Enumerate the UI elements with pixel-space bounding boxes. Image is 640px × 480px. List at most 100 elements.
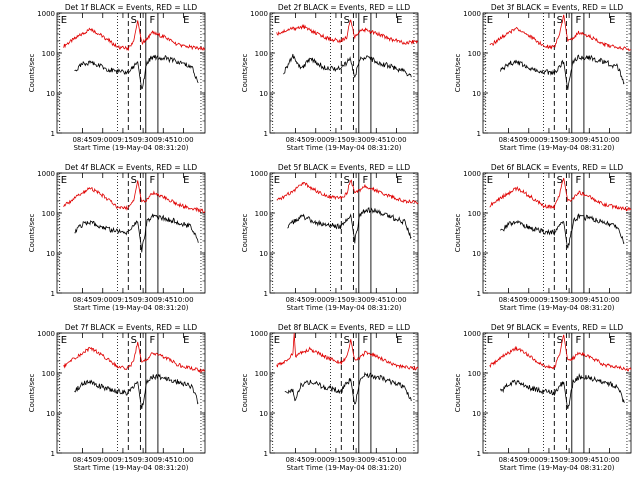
panel-2: Det 2f BLACK = Events, RED = LLD 1 10 100 10… [241,3,419,152]
series-line-events [500,54,625,90]
y-tick-label: 1000 [463,330,481,338]
x-tick-label: 09:15 [113,136,133,144]
plot-frame [56,172,206,294]
x-tick-label: 09:30 [133,456,153,464]
x-axis-label: Start Time (19-May-04 08:31:20) [286,304,401,312]
panel-4: Det 4f BLACK = Events, RED = LLD 1 10 100 10… [28,163,206,312]
x-axis-label: Start Time (19-May-04 08:31:20) [286,144,401,152]
series-line-events [74,213,199,253]
y-tick-label: 1 [264,130,268,138]
x-tick-label: 09:30 [346,456,366,464]
interval-letter: E [609,15,615,26]
y-axis-label: Counts/sec [454,54,462,93]
x-tick-label: 09:00 [93,296,113,304]
interval-letter: E [183,335,189,346]
x-tick-label: 10:00 [386,296,406,304]
panel-title: Det 8f BLACK = Events, RED = LLD [278,323,411,332]
series-line-lld [63,20,206,52]
panel-title: Det 3f BLACK = Events, RED = LLD [491,3,624,12]
interval-letter: E [396,15,402,26]
panel-7: Det 7f BLACK = Events, RED = LLD 1 10 100 10… [28,323,206,472]
series-line-events [74,54,199,90]
interval-letter: F [362,335,368,346]
x-tick-label: 09:15 [539,456,559,464]
x-tick-label: 08:45 [285,296,305,304]
series-line-lld [63,180,206,214]
interval-letter: S [131,175,137,186]
plot-frame [482,12,632,134]
x-tick-label: 09:15 [539,136,559,144]
y-tick-label: 1 [477,130,481,138]
x-tick-label: 10:00 [173,136,193,144]
x-axis-label: Start Time (19-May-04 08:31:20) [73,464,188,472]
series-line-lld [276,332,419,371]
y-tick-label: 10 [472,250,481,258]
x-tick-label: 09:15 [326,296,346,304]
x-tick-label: 09:00 [519,456,539,464]
interval-letter: F [149,175,155,186]
interval-letter: E [61,335,67,346]
x-tick-label: 08:45 [498,296,518,304]
y-axis-label: Counts/sec [241,374,249,413]
plot-frame [269,172,419,294]
y-tick-label: 100 [468,210,481,218]
y-axis-label: Counts/sec [241,214,249,253]
y-tick-label: 1000 [250,330,268,338]
series-line-lld [276,179,419,205]
interval-letter: E [274,15,280,26]
x-tick-label: 09:45 [366,136,386,144]
interval-letter: F [362,175,368,186]
panel-8: Det 8f BLACK = Events, RED = LLD 1 10 100 10… [241,323,419,472]
y-axis-label: Counts/sec [454,374,462,413]
x-tick-label: 10:00 [173,456,193,464]
interval-letter: F [575,335,581,346]
x-tick-label: 09:45 [153,456,173,464]
panel-title: Det 6f BLACK = Events, RED = LLD [491,163,624,172]
y-tick-label: 1000 [250,10,268,18]
x-tick-label: 08:45 [72,296,92,304]
plot-frame [482,172,632,294]
y-axis-label: Counts/sec [454,214,462,253]
x-tick-label: 10:00 [599,296,619,304]
interval-letter: F [575,175,581,186]
y-tick-label: 100 [255,210,268,218]
interval-letter: E [609,335,615,346]
x-tick-label: 09:00 [306,296,326,304]
panel-3: Det 3f BLACK = Events, RED = LLD 1 10 100 10… [454,3,632,152]
y-tick-label: 100 [468,50,481,58]
x-tick-label: 09:15 [539,296,559,304]
x-tick-label: 09:45 [366,456,386,464]
y-axis-label: Counts/sec [28,214,36,253]
interval-letter: S [131,15,137,26]
y-tick-label: 100 [255,50,268,58]
y-tick-label: 10 [46,250,55,258]
x-tick-label: 09:15 [113,456,133,464]
y-tick-label: 1 [264,450,268,458]
series-line-lld [63,341,206,374]
x-tick-label: 08:45 [72,136,92,144]
interval-letter: S [557,335,563,346]
interval-letter: S [344,15,350,26]
series-line-lld [276,19,419,45]
y-tick-label: 1000 [463,10,481,18]
x-axis-label: Start Time (19-May-04 08:31:20) [499,464,614,472]
x-tick-label: 09:30 [346,296,366,304]
interval-letter: E [61,15,67,26]
plot-frame [269,332,419,454]
y-tick-label: 10 [259,410,268,418]
y-tick-label: 1000 [250,170,268,178]
x-tick-label: 08:45 [72,456,92,464]
interval-letter: E [487,15,493,26]
series-line-events [500,213,625,249]
interval-letter: S [557,175,563,186]
y-tick-label: 100 [42,370,55,378]
panel-6: Det 6f BLACK = Events, RED = LLD 1 10 100 10… [454,163,632,312]
x-tick-label: 09:00 [93,136,113,144]
y-tick-label: 100 [468,370,481,378]
x-tick-label: 09:15 [326,136,346,144]
interval-letter: E [183,175,189,186]
series-line-lld [489,334,632,372]
x-tick-label: 09:45 [153,296,173,304]
y-tick-label: 10 [472,410,481,418]
